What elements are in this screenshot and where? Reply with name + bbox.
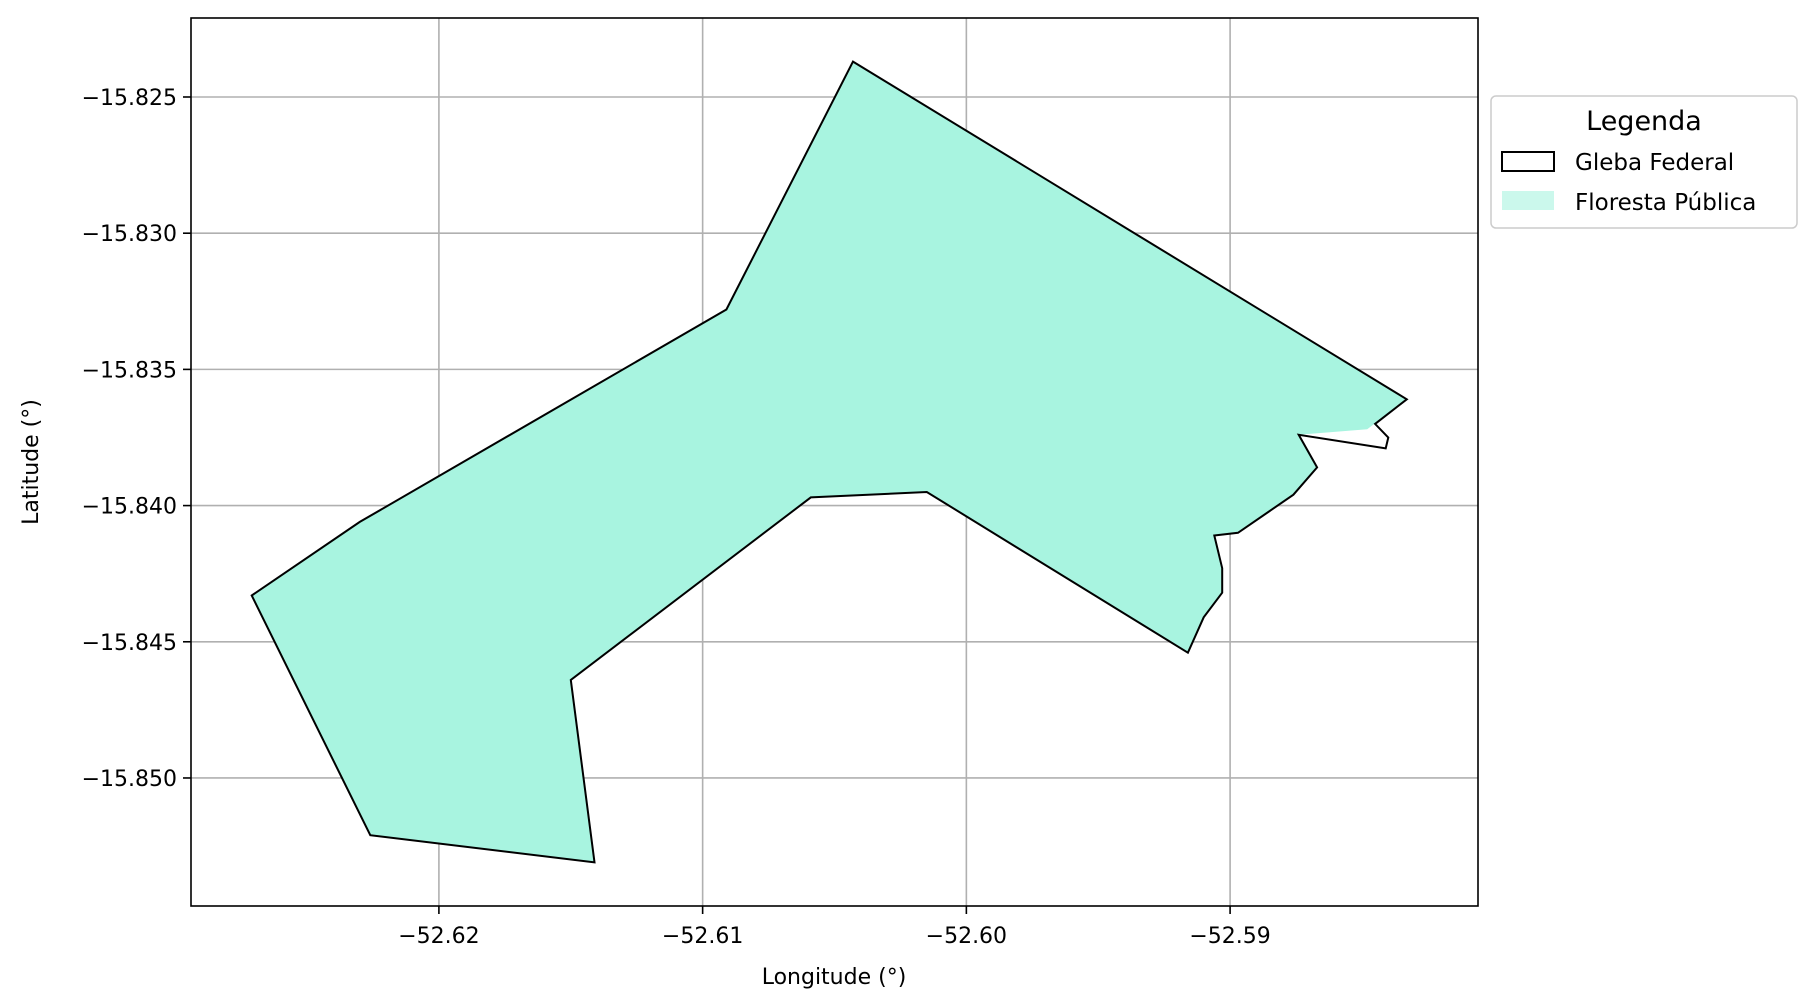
y-axis-label: Latitude (°) [19,399,44,525]
y-tick-label: −15.825 [82,86,177,111]
x-tick-label: −52.60 [926,924,1007,949]
x-tick-label: −52.61 [662,924,743,949]
map-layers [250,60,1409,864]
legend-title: Legenda [1586,106,1702,137]
legend-frame [1490,95,1798,229]
y-tick-label: −15.840 [82,495,177,520]
legend-swatch-floresta-publica [1502,191,1554,210]
plot-frame [190,17,1479,907]
x-tick-label: −52.59 [1189,924,1270,949]
legend-label-gleba-federal: Gleba Federal [1575,150,1734,176]
y-tick-label: −15.845 [82,631,177,656]
x-tick-label: −52.62 [398,924,479,949]
legend-label-floresta-publica: Floresta Pública [1575,190,1756,216]
axis-ticks: −52.62 −52.61 −52.60 −52.59 −15.825 −15.830 −1… [82,86,1271,949]
polygon-floresta-publica [251,61,1407,863]
legend: Legenda Gleba Federal Floresta Pública [1490,95,1798,229]
legend-swatch-gleba-federal [1501,151,1555,172]
polygon-gleba-federal [250,60,1409,864]
y-tick-label: −15.830 [82,222,177,247]
x-axis-label: Longitude (°) [762,965,907,990]
y-tick-label: −15.835 [82,358,177,383]
y-tick-label: −15.850 [82,767,177,792]
